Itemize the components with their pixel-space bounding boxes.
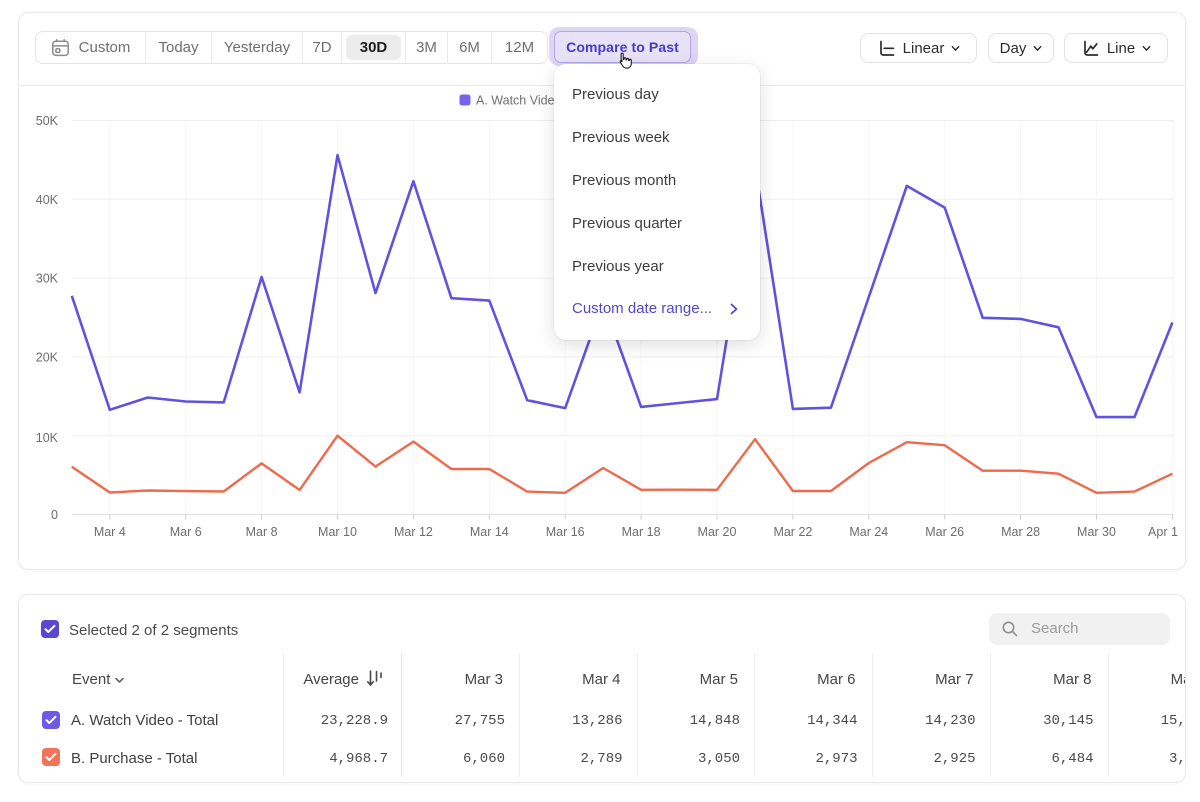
svg-text:Mar 16: Mar 16: [546, 525, 585, 539]
svg-text:Mar 20: Mar 20: [698, 525, 737, 539]
svg-text:20K: 20K: [36, 350, 59, 364]
svg-text:Apr 1: Apr 1: [1148, 525, 1178, 539]
svg-text:Mar 18: Mar 18: [622, 525, 661, 539]
svg-text:40K: 40K: [36, 193, 59, 207]
svg-text:Mar 22: Mar 22: [773, 525, 812, 539]
svg-text:Mar 14: Mar 14: [470, 525, 509, 539]
svg-text:Mar 4: Mar 4: [94, 525, 126, 539]
svg-text:Mar 26: Mar 26: [925, 525, 964, 539]
svg-text:Mar 12: Mar 12: [394, 525, 433, 539]
svg-text:30K: 30K: [36, 272, 59, 286]
svg-text:Mar 24: Mar 24: [849, 525, 888, 539]
svg-text:Mar 8: Mar 8: [246, 525, 278, 539]
svg-text:0: 0: [51, 508, 58, 522]
svg-text:50K: 50K: [36, 114, 59, 128]
svg-text:Mar 10: Mar 10: [318, 525, 357, 539]
svg-text:Mar 30: Mar 30: [1077, 525, 1116, 539]
svg-text:Mar 28: Mar 28: [1001, 525, 1040, 539]
svg-text:Mar 6: Mar 6: [170, 525, 202, 539]
svg-text:10K: 10K: [36, 431, 59, 445]
